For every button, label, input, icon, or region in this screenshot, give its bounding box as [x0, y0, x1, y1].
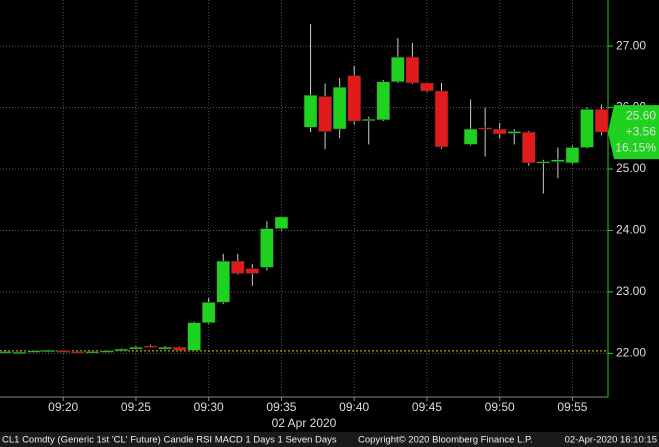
candle-body	[56, 350, 70, 353]
candle-body	[318, 96, 332, 132]
candle-body	[129, 346, 143, 350]
candle-body	[362, 118, 376, 121]
x-tick-label: 09:50	[485, 400, 515, 414]
candle-body	[245, 268, 260, 274]
candle-body	[565, 147, 580, 164]
footer-bar	[0, 432, 659, 447]
footer-left: CL1 Comdty (Generic 1st 'CL' Future) Can…	[2, 435, 337, 446]
x-tick-label: 09:20	[48, 400, 78, 414]
y-tick-label: 27.00	[616, 38, 646, 52]
candle-body	[158, 346, 172, 350]
last-price-label: 16.15%	[615, 140, 656, 154]
candle-body	[347, 75, 361, 122]
x-tick-label: 09:35	[266, 400, 296, 414]
candle-body	[71, 351, 85, 354]
candle-body	[332, 87, 347, 130]
candle-body	[507, 131, 521, 134]
x-tick-label: 09:55	[557, 400, 587, 414]
candle-body	[41, 350, 56, 353]
x-tick-label: 09:25	[121, 400, 151, 414]
candle-body	[405, 56, 420, 84]
y-tick-label: 22.00	[616, 346, 646, 360]
y-tick-label: 23.00	[616, 284, 646, 298]
candle-body	[0, 351, 12, 354]
candle-body	[231, 260, 245, 274]
candle-body	[12, 351, 27, 354]
candle-body	[303, 95, 318, 128]
x-tick-label: 09:45	[412, 400, 442, 414]
candle-body	[492, 128, 507, 135]
y-tick-label: 24.00	[616, 223, 646, 237]
candle-body	[216, 260, 230, 303]
candle-body	[580, 109, 594, 148]
last-price-label: +3.56	[626, 124, 657, 138]
candle-body	[187, 322, 201, 351]
candle-body	[100, 350, 114, 353]
candle-body	[143, 345, 158, 348]
candle-body	[536, 161, 551, 164]
last-price-label: 25.60	[626, 108, 656, 122]
date-label: 02 Apr 2020	[272, 416, 337, 430]
y-tick-label: 25.00	[616, 161, 646, 175]
x-tick-label: 09:40	[339, 400, 369, 414]
candle-body	[27, 350, 41, 353]
last-price-box	[608, 105, 659, 160]
candle-body	[114, 348, 129, 352]
candle-body	[594, 109, 609, 133]
candle-body	[420, 82, 434, 92]
footer-right: 02-Apr-2020 16:10:15	[565, 435, 657, 446]
candle-body	[463, 128, 478, 145]
candle-body	[274, 216, 289, 229]
candle-body	[522, 131, 536, 164]
candle-body	[201, 302, 216, 323]
footer-center: Copyright© 2020 Bloomberg Finance L.P.	[358, 435, 533, 446]
candle-body	[172, 346, 187, 351]
candle-body	[478, 127, 492, 130]
candle-body	[551, 159, 565, 162]
candle-body	[260, 228, 274, 268]
candle-body	[391, 56, 405, 82]
candle-body	[434, 90, 449, 148]
candle-body	[376, 81, 391, 121]
x-tick-label: 09:30	[194, 400, 224, 414]
candle-body	[85, 351, 100, 354]
